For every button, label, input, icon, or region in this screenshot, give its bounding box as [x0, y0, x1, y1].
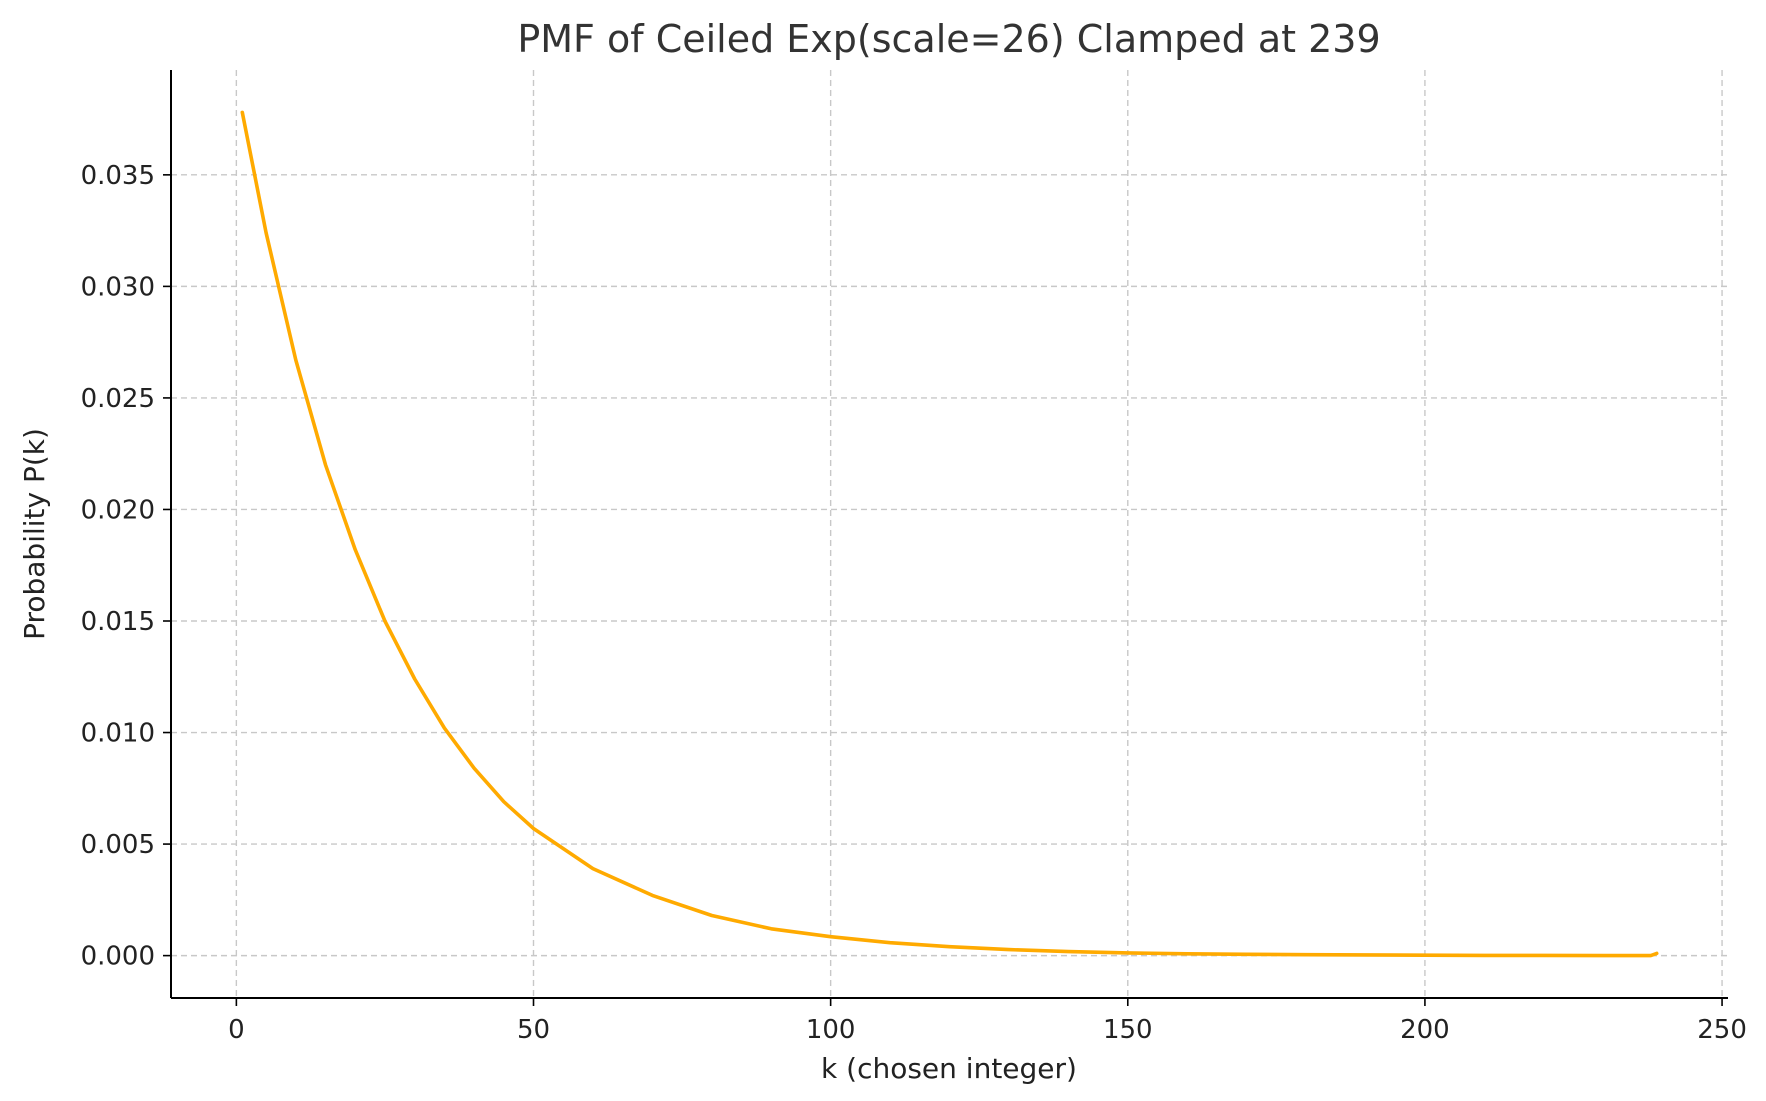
x-tick-label: 0 [228, 1015, 245, 1045]
ticks: 0 50 100 150 200 250 0.000 0.005 0.010 0.015 0.020… [81, 161, 1747, 1045]
x-tick-label: 100 [806, 1015, 856, 1045]
x-tick-label: 250 [1697, 1015, 1747, 1045]
y-tick-label: 0.025 [81, 384, 155, 414]
axes [170, 70, 1728, 999]
series [240, 110, 1659, 958]
y-tick-label: 0.000 [81, 942, 155, 972]
pmf-series-line [240, 110, 1659, 958]
y-tick-label: 0.020 [81, 495, 155, 525]
y-axis-label: Probability P(k) [18, 428, 51, 640]
chart-title: PMF of Ceiled Exp(scale=26) Clamped at 2… [517, 17, 1380, 61]
y-tick-label: 0.005 [81, 830, 155, 860]
x-tick-label: 200 [1400, 1015, 1450, 1045]
y-tick-label: 0.030 [81, 272, 155, 302]
y-tick-label: 0.015 [81, 607, 155, 637]
x-axis-label: k (chosen integer) [821, 1052, 1077, 1085]
y-tick-label: 0.010 [81, 719, 155, 749]
y-tick-label: 0.035 [81, 161, 155, 191]
grid [171, 70, 1728, 998]
x-tick-label: 150 [1103, 1015, 1153, 1045]
x-tick-label: 50 [517, 1015, 550, 1045]
